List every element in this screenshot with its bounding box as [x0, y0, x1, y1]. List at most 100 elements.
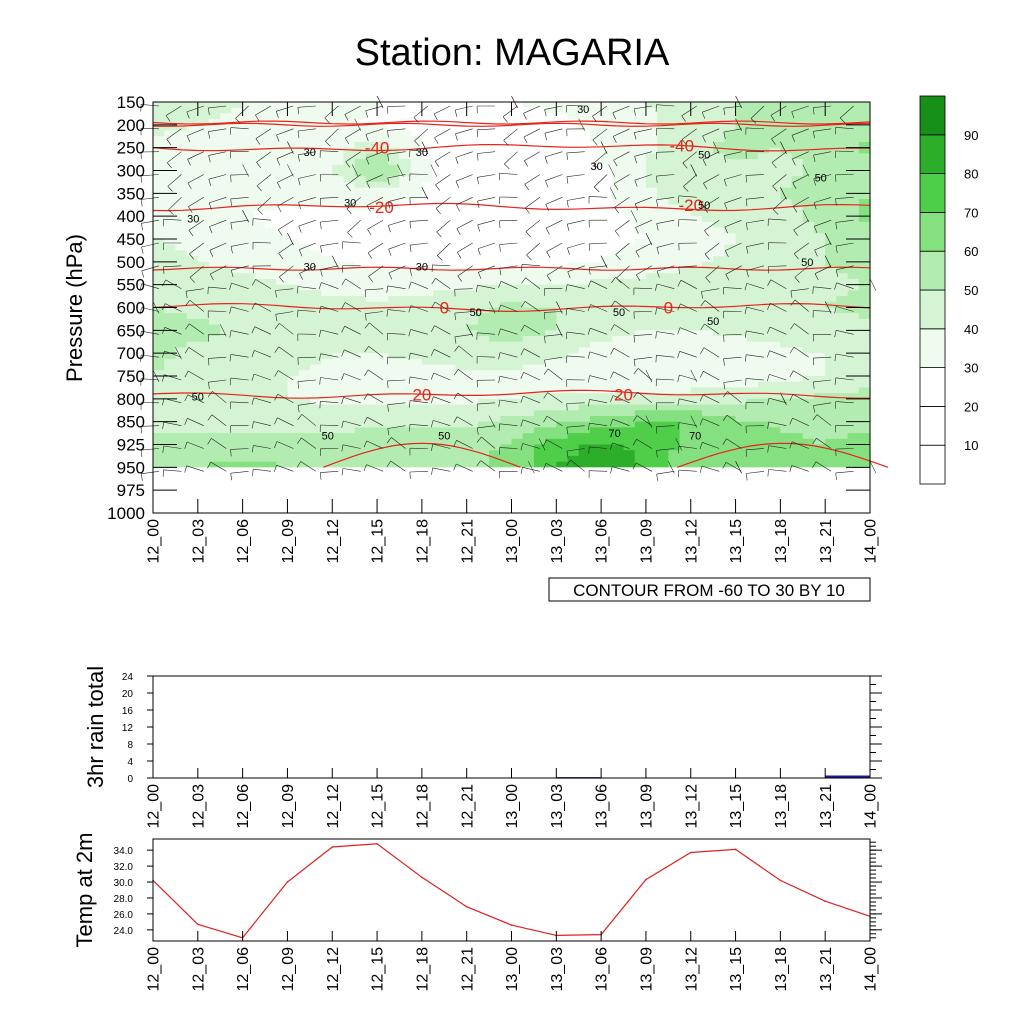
- rh-cell: [836, 107, 849, 115]
- wind-barb-staff: [704, 219, 720, 231]
- rh-cell: [343, 136, 356, 143]
- rh-cell: [265, 204, 277, 212]
- rh-cell: [444, 187, 457, 194]
- rh-cell: [735, 330, 748, 337]
- rh-cell: [477, 227, 490, 234]
- rh-cell: [489, 221, 501, 229]
- rh-cell: [253, 387, 266, 394]
- rh-cell: [209, 387, 221, 394]
- rh-cell: [197, 261, 210, 269]
- rh-cell: [757, 455, 770, 463]
- rh-cell: [265, 336, 277, 343]
- rh-cell: [746, 267, 759, 274]
- rh-cell: [668, 347, 681, 354]
- rh-cell: [623, 284, 636, 291]
- rh-cell: [769, 398, 781, 406]
- rh-cell: [444, 324, 457, 331]
- rh-cell: [399, 313, 412, 320]
- rh-cell: [287, 347, 300, 354]
- rh-cell: [287, 233, 300, 240]
- rh-cell: [399, 336, 412, 343]
- rh-cell: [231, 187, 244, 194]
- rh-cell: [265, 376, 277, 383]
- wind-barb-staff: [566, 197, 585, 201]
- rh-cell: [533, 244, 546, 252]
- rh-cell: [343, 433, 356, 440]
- rh-cell: [321, 124, 333, 132]
- rh-cell: [477, 398, 490, 406]
- rh-cell: [186, 141, 199, 149]
- rh-cell: [433, 284, 445, 291]
- rh-cell: [589, 461, 602, 468]
- rh-cell: [444, 153, 457, 160]
- rh-cell: [713, 364, 725, 371]
- rh-cell: [197, 227, 210, 234]
- rh-cell: [399, 130, 412, 137]
- rh-cell: [724, 136, 737, 143]
- rh-cell: [433, 278, 445, 286]
- rh-cell: [679, 393, 692, 400]
- rh-cell: [175, 273, 188, 280]
- rh-cell: [825, 278, 837, 286]
- wind-barb-flag: [367, 252, 373, 259]
- wind-barb-staff: [813, 174, 832, 180]
- rh-cell: [489, 176, 501, 183]
- rh-cell: [533, 370, 546, 377]
- rh-cell: [209, 221, 221, 229]
- rh-cell: [724, 455, 737, 463]
- wind-barb-flag: [723, 155, 727, 163]
- rh-cell: [657, 330, 669, 337]
- rh-cell: [701, 353, 714, 360]
- rh-cell: [365, 284, 378, 291]
- rh-cell: [746, 404, 759, 411]
- rh-cell: [511, 227, 524, 234]
- rh-cell: [623, 438, 636, 446]
- rh-cell: [679, 284, 692, 291]
- rh-cell: [690, 130, 703, 137]
- rh-cell: [511, 358, 524, 366]
- rh-cell: [578, 141, 591, 149]
- rh-cell: [477, 187, 490, 194]
- wind-barb-staff: [209, 219, 227, 227]
- rh-cell: [645, 301, 658, 309]
- rh-cell: [735, 415, 748, 423]
- rh-cell: [836, 370, 849, 377]
- rh-cell: [276, 381, 289, 389]
- rh-cell: [746, 261, 759, 269]
- rh-cell: [253, 296, 266, 303]
- rh-cell: [724, 290, 737, 297]
- rh-cell: [265, 216, 277, 223]
- wind-barb-flag: [255, 138, 261, 145]
- rh-cell: [724, 113, 737, 120]
- rh-cell: [455, 370, 468, 377]
- rh-cell: [690, 307, 703, 314]
- rh-cell: [410, 427, 423, 434]
- rh-cell: [679, 376, 692, 383]
- wind-barb-staff: [141, 104, 160, 107]
- rh-cell: [780, 210, 793, 217]
- rh-cell: [713, 119, 725, 126]
- rh-cell: [545, 393, 557, 400]
- rh-cell: [242, 170, 255, 177]
- rh-cell: [197, 313, 210, 320]
- rh-cell: [466, 318, 479, 326]
- rh-cell: [399, 153, 412, 160]
- wind-barb-flag: [140, 175, 142, 183]
- rh-cell: [455, 244, 468, 252]
- rh-cell: [545, 204, 557, 212]
- rh-cell: [612, 421, 625, 428]
- wind-barb-flag: [230, 270, 234, 277]
- rh-cell: [455, 427, 468, 434]
- rh-cell: [813, 330, 826, 337]
- rh-cell: [657, 415, 669, 423]
- rh-cell: [601, 159, 613, 166]
- wind-barb-staff: [500, 328, 518, 335]
- rh-cell: [321, 221, 333, 229]
- wind-barb-flag: [166, 139, 172, 145]
- rh-cell: [332, 461, 345, 468]
- rh-cell: [321, 244, 333, 252]
- rh-cell: [175, 347, 188, 354]
- rh-cell: [545, 159, 557, 166]
- rh-cell: [735, 341, 748, 349]
- wind-barb-staff: [702, 151, 720, 160]
